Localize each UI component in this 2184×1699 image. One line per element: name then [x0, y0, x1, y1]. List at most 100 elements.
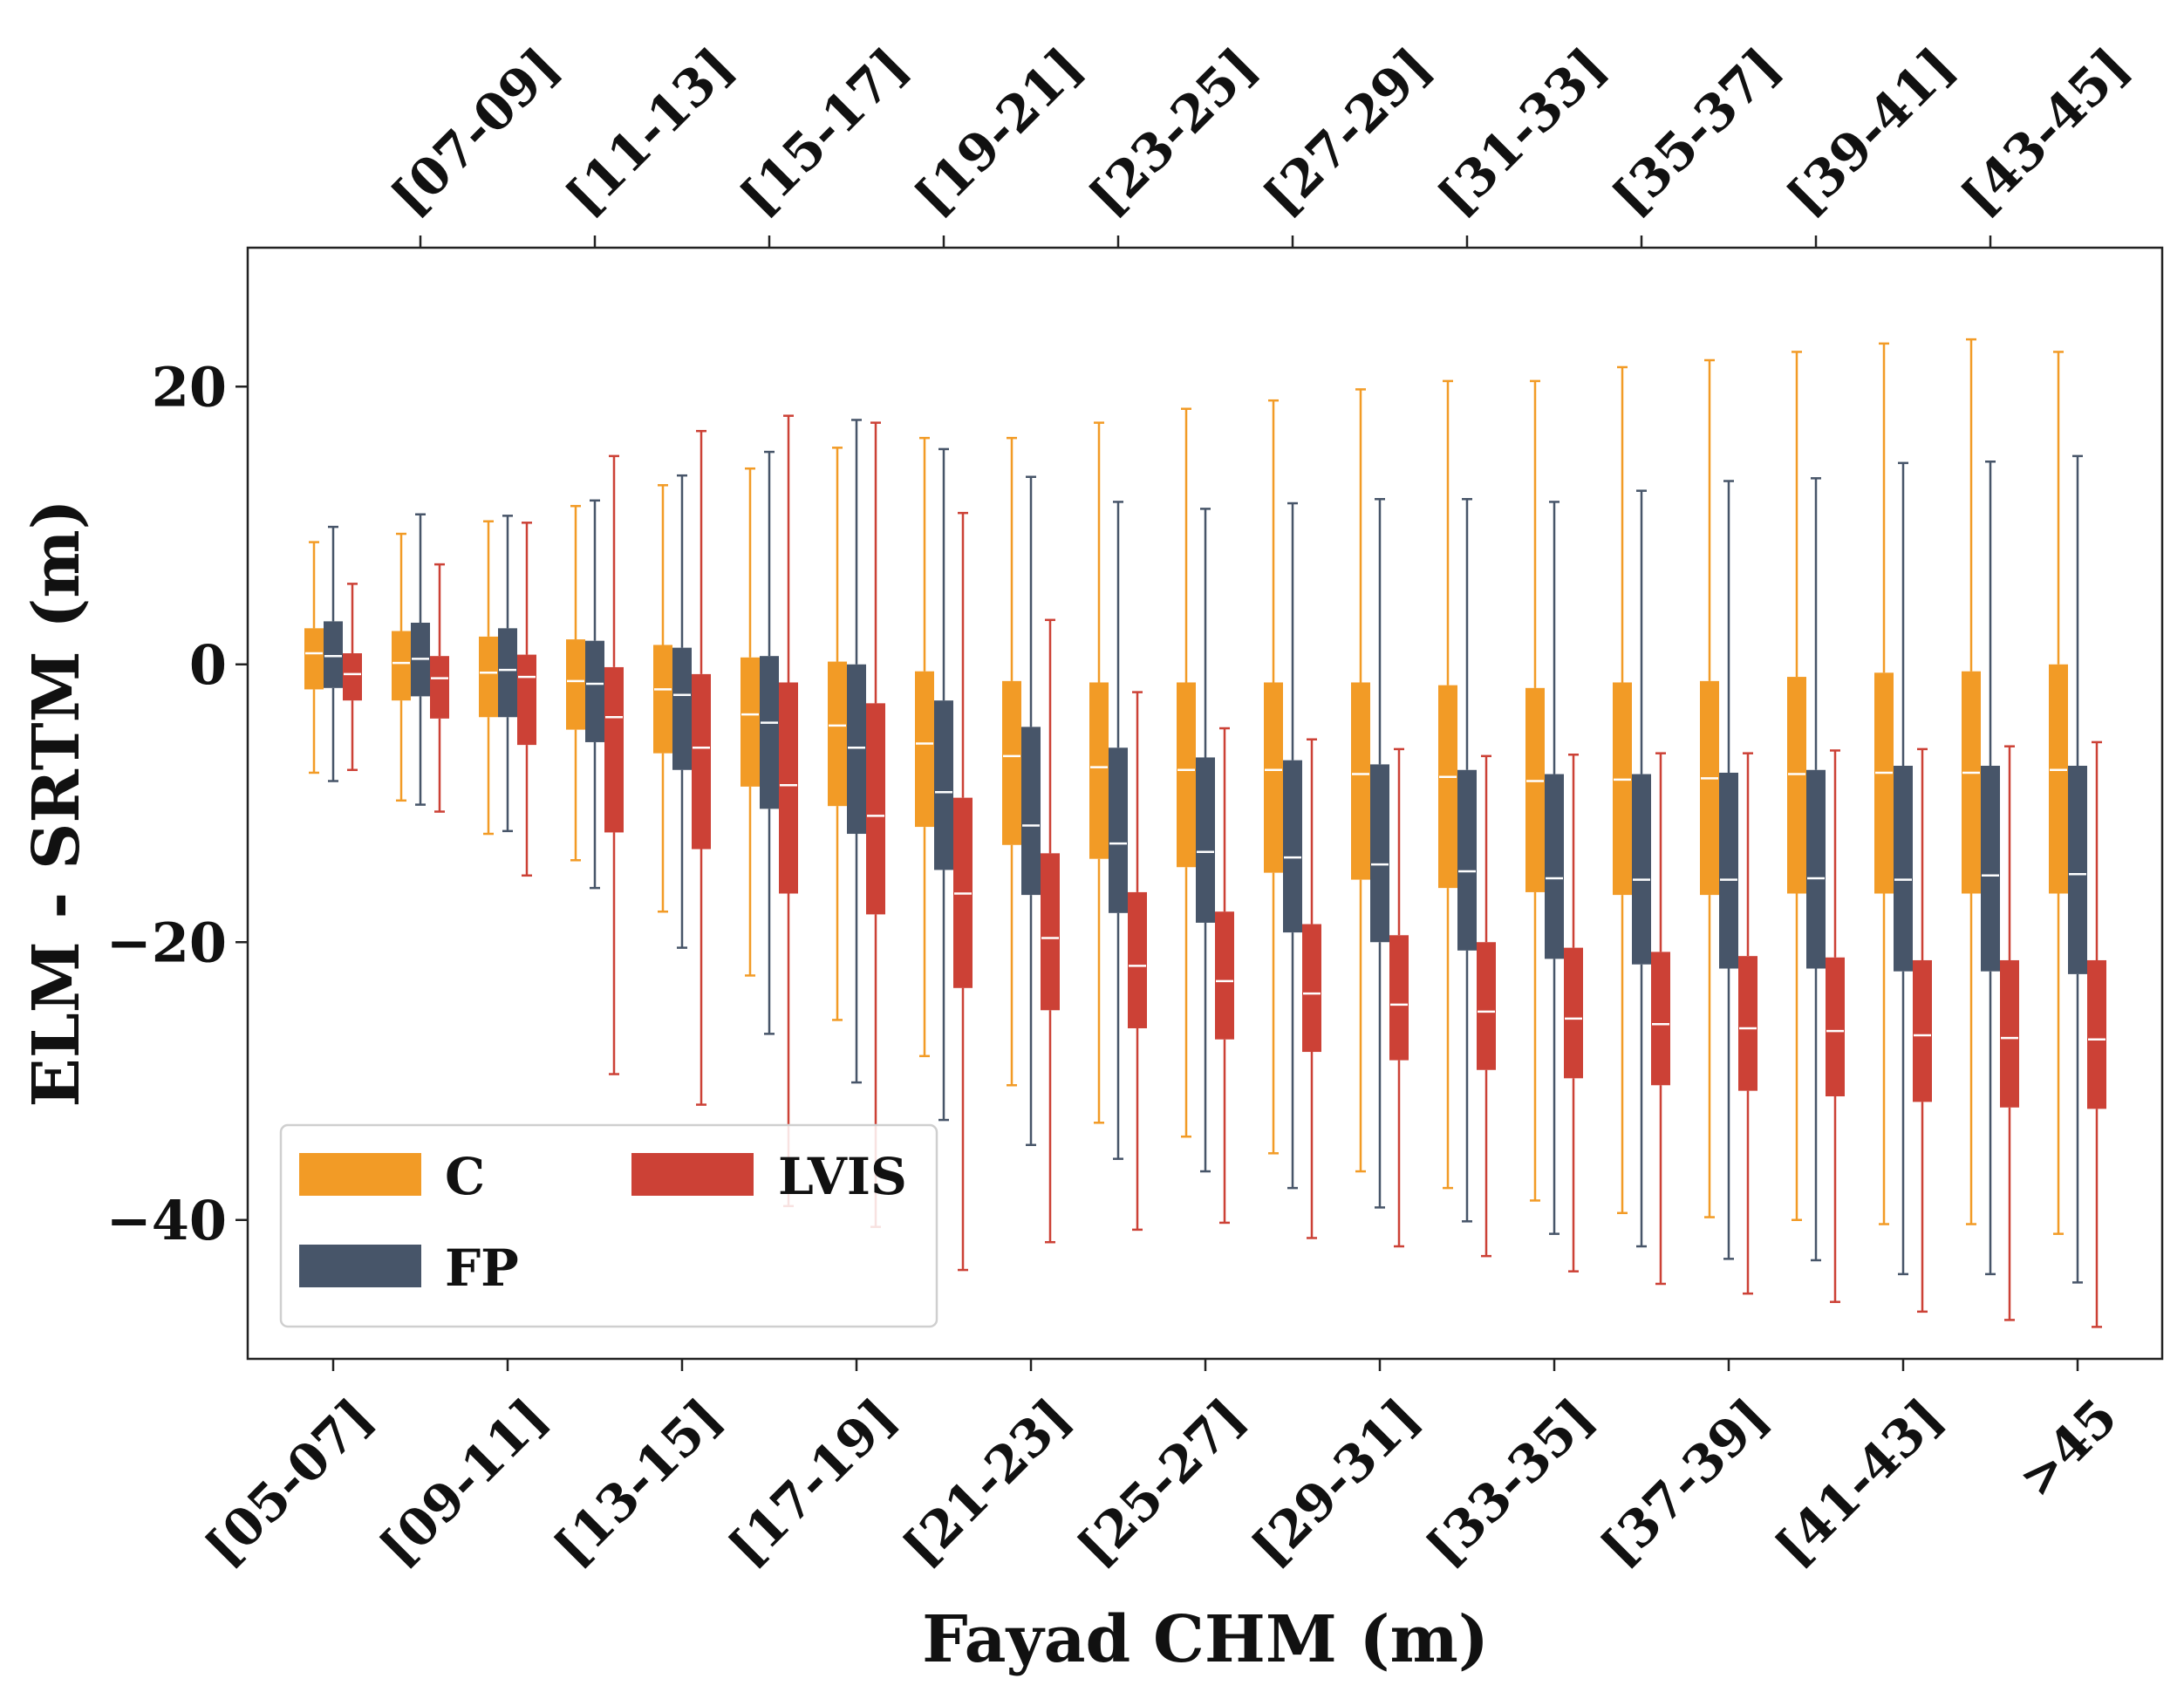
box-body-lvis [2000, 959, 2019, 1108]
box-body-fp [1196, 757, 1215, 923]
box-body-c [1264, 682, 1283, 873]
box-fp-4 [672, 474, 692, 949]
box-body-lvis [1826, 957, 1845, 1097]
box-c-20 [2049, 351, 2068, 1235]
box-body-fp [847, 664, 866, 835]
box-body-c [1787, 677, 1806, 894]
box-fp-7 [934, 447, 953, 1122]
box-fp-15 [1632, 489, 1651, 1248]
box-body-c [741, 657, 760, 787]
box-body-lvis [343, 653, 362, 701]
x-tick-label-bottom: [13-15] [543, 1387, 733, 1577]
box-body-fp [1806, 769, 1826, 969]
x-tick-label-top: [15-17] [729, 37, 919, 227]
box-body-c [1613, 682, 1632, 896]
box-body-c [1874, 672, 1894, 894]
box-body-c [1525, 687, 1545, 892]
box-fp-12 [1370, 497, 1389, 1209]
box-body-lvis [1564, 947, 1583, 1079]
box-body-c [1351, 682, 1370, 880]
box-c-15 [1613, 365, 1632, 1215]
x-tick-label-bottom: [41-43] [1764, 1387, 1954, 1577]
x-tick-label-top: [23-25] [1078, 37, 1268, 227]
box-body-c [566, 639, 585, 730]
y-tick-label: 0 [189, 633, 227, 697]
x-tick-label-top: [07-09] [380, 37, 570, 227]
box-body-c [1177, 682, 1196, 868]
box-c-5 [741, 467, 760, 977]
box-lvis-16 [1738, 752, 1757, 1295]
box-fp-9 [1109, 501, 1128, 1160]
box-body-fp [1109, 747, 1128, 913]
box-body-fp [324, 621, 343, 688]
box-body-fp [1632, 774, 1651, 965]
box-body-fp [1894, 766, 1913, 972]
box-fp-20 [2068, 454, 2087, 1284]
y-tick-label: 20 [152, 355, 227, 419]
y-tick-label: −20 [106, 911, 227, 974]
box-body-c [828, 661, 847, 807]
box-lvis-5 [779, 414, 798, 1208]
box-fp-16 [1719, 480, 1738, 1260]
box-c-8 [1002, 436, 1021, 1087]
box-body-fp [1457, 769, 1477, 951]
box-body-c [304, 628, 324, 690]
x-axis-title: Fayad CHM (m) [922, 1602, 1489, 1677]
x-tick-label-top: [43-45] [1950, 37, 2140, 227]
box-lvis-7 [953, 511, 973, 1272]
box-lvis-13 [1477, 754, 1496, 1258]
box-lvis-2 [517, 522, 536, 877]
x-tick-label-top: [31-33] [1427, 37, 1617, 227]
box-c-7 [915, 436, 934, 1058]
box-body-lvis [517, 654, 536, 746]
box-body-lvis [779, 682, 798, 894]
y-tick-label: −40 [106, 1189, 227, 1252]
box-body-lvis [1128, 891, 1147, 1028]
box-body-c [653, 645, 672, 754]
x-tick-label-bottom: [09-11] [368, 1387, 558, 1577]
box-body-c [1438, 685, 1457, 889]
box-c-6 [828, 447, 847, 1021]
y-axis-title: ELM - SRTM (m) [19, 499, 94, 1107]
legend-swatch-lvis [631, 1153, 754, 1196]
box-lvis-3 [604, 454, 624, 1075]
box-body-lvis [866, 703, 885, 915]
box-body-c [1962, 671, 1981, 894]
x-tick-label-top: [11-13] [555, 37, 745, 227]
box-lvis-18 [1913, 747, 1932, 1313]
box-body-c [1002, 680, 1021, 845]
box-c-16 [1700, 358, 1719, 1218]
box-fp-10 [1196, 508, 1215, 1173]
box-lvis-20 [2087, 740, 2106, 1328]
box-lvis-9 [1128, 691, 1147, 1232]
box-body-c [392, 631, 411, 701]
box-fp-13 [1457, 497, 1477, 1223]
box-body-fp [934, 700, 953, 870]
box-c-3 [566, 504, 585, 862]
box-c-10 [1177, 407, 1196, 1138]
box-body-lvis [1477, 942, 1496, 1070]
box-c-0 [304, 541, 324, 774]
box-fp-0 [324, 525, 343, 782]
box-lvis-1 [430, 563, 449, 813]
legend-swatch-fp [299, 1245, 421, 1287]
box-body-c [915, 671, 934, 828]
x-tick-label-top: [19-21] [904, 37, 1094, 227]
box-fp-14 [1545, 501, 1564, 1235]
box-body-fp [498, 628, 517, 718]
legend-label-c: C [445, 1147, 485, 1206]
legend-swatch-c [299, 1153, 421, 1196]
box-c-14 [1525, 379, 1545, 1202]
box-lvis-6 [866, 421, 885, 1228]
box-body-fp [672, 647, 692, 770]
box-body-fp [1719, 772, 1738, 969]
box-fp-19 [1981, 460, 2000, 1276]
box-c-9 [1089, 421, 1109, 1124]
box-fp-8 [1021, 475, 1041, 1147]
box-c-1 [392, 532, 411, 802]
box-lvis-4 [692, 429, 711, 1106]
box-body-c [479, 636, 498, 718]
box-lvis-0 [343, 583, 362, 772]
box-body-c [2049, 664, 2068, 894]
